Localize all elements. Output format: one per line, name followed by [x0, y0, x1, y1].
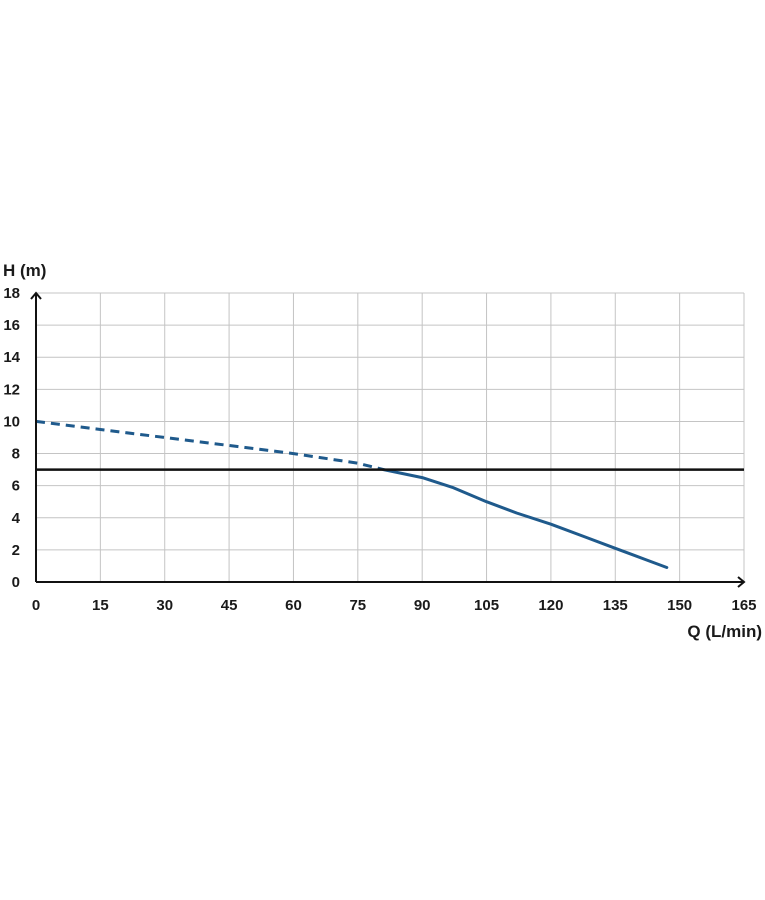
y-tick-labels: 0 2 4 6 8 10 12 14 16 18 — [3, 285, 20, 591]
x-tick-label: 90 — [414, 597, 431, 614]
y-axis-arrow — [30, 291, 42, 300]
performance-curves — [35, 419, 669, 569]
y-tick-label: 0 — [12, 574, 20, 591]
x-tick-label: 120 — [538, 597, 563, 614]
y-tick-label: 2 — [12, 542, 20, 559]
y-axis-title: H (m) — [3, 261, 46, 280]
y-tick-label: 14 — [3, 349, 20, 366]
y-tick-label: 18 — [3, 285, 20, 302]
y-tick-label: 4 — [12, 510, 21, 527]
x-tick-label: 135 — [603, 597, 628, 614]
grid-lines — [36, 292, 745, 582]
x-tick-labels: 0 15 30 45 60 75 90 105 120 135 150 165 — [32, 597, 757, 614]
x-axis-arrow — [737, 576, 746, 588]
y-tick-label: 16 — [3, 317, 20, 334]
y-tick-label: 8 — [12, 446, 20, 463]
axes — [30, 291, 746, 588]
x-tick-label: 0 — [32, 597, 40, 614]
y-tick-label: 12 — [3, 381, 20, 398]
curve-solid-segment — [382, 468, 669, 569]
x-tick-label: 75 — [349, 597, 366, 614]
x-tick-label: 30 — [156, 597, 173, 614]
x-tick-label: 150 — [667, 597, 692, 614]
x-tick-label: 105 — [474, 597, 499, 614]
x-axis-title: Q (L/min) — [687, 622, 762, 641]
y-tick-label: 6 — [12, 478, 20, 495]
x-tick-label: 45 — [221, 597, 238, 614]
x-tick-label: 15 — [92, 597, 109, 614]
curve-dashed-segment — [35, 419, 384, 472]
x-tick-label: 165 — [731, 597, 756, 614]
y-tick-label: 10 — [3, 413, 20, 430]
x-tick-label: 60 — [285, 597, 302, 614]
